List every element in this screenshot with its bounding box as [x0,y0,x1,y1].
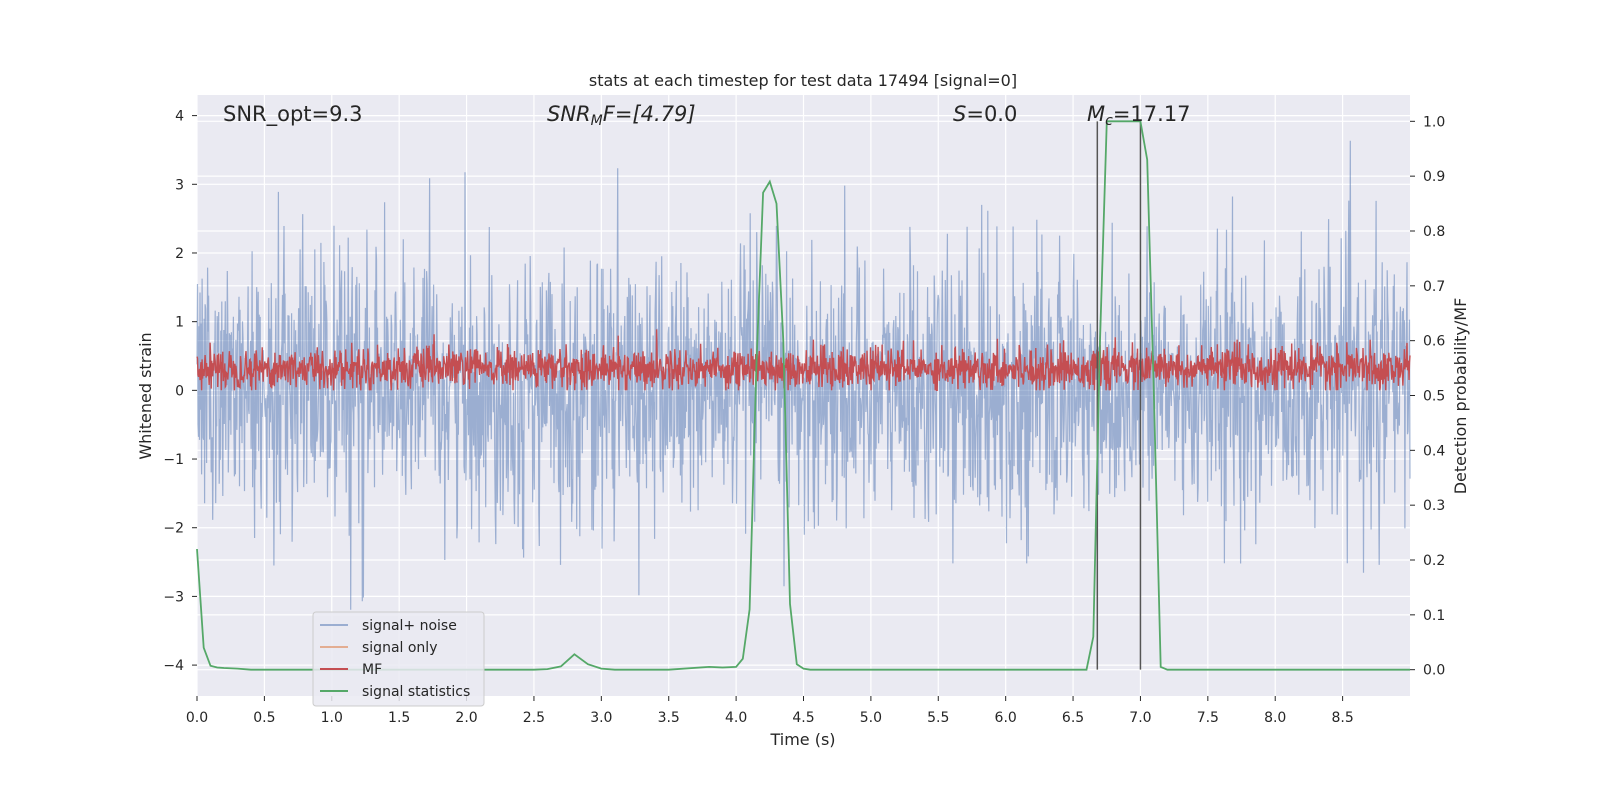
legend-label-signal-statistics: signal statistics [362,684,470,700]
y-axis-ticks: 4 3 2 1 0 −1 −2 −3 −4 [163,109,197,674]
x-tick-label: 0.0 [186,710,208,726]
y2-tick-label: 1.0 [1423,114,1445,130]
legend-label-signal-only: signal only [362,640,437,656]
annotation-snr-opt: SNR_opt=9.3 [223,102,363,127]
x-axis-ticks: 0.0 0.5 1.0 1.5 2.0 2.5 3.0 3.5 4.0 4.5 5.0 5.5 6.0 6… [186,696,1354,726]
annotation-mc-main: M [1087,102,1105,126]
y-tick-label: 3 [175,177,184,193]
x-tick-label: 2.0 [455,710,477,726]
x-tick-label: 1.0 [321,710,343,726]
marker-vertical-lines [1096,121,1142,670]
x-tick-label: 5.0 [860,710,882,726]
y-tick-label: 0 [175,383,184,399]
y2-axis-label: Detection probability/MF [1451,298,1470,495]
annotation-snr-mf-main: SNR [547,102,591,126]
legend-box [312,611,485,707]
y-tick-label: 2 [175,246,184,262]
y-tick-label: −4 [163,658,184,674]
y2-tick-label: 0.8 [1423,224,1445,240]
y-axis-label: Whitened strain [136,332,155,459]
legend-label-mf: MF [362,662,382,678]
y2-tick-label: 0.5 [1423,389,1445,405]
y-tick-label: 1 [175,315,184,331]
chart-title: stats at each timestep for test data 174… [589,71,1017,90]
annotation-mc-sub: c [1105,113,1113,129]
x-tick-label: 0.5 [253,710,275,726]
x-tick-label: 4.0 [725,710,747,726]
x-tick-label: 7.0 [1129,710,1151,726]
annotation-mc-rest: =17.17 [1113,102,1191,126]
y-tick-label: 4 [175,109,184,125]
x-tick-label: 8.5 [1331,710,1353,726]
y2-tick-label: 0.6 [1423,334,1445,350]
x-tick-label: 6.0 [995,710,1017,726]
y2-tick-label: 0.9 [1423,169,1445,185]
y2-tick-label: 0.2 [1423,553,1445,569]
x-tick-label: 4.5 [792,710,814,726]
annotation-mc: Mc=17.17 [1087,102,1191,129]
annotation-snr-mf: SNRMF=[4.79] [547,102,696,129]
x-tick-label: 3.5 [658,710,680,726]
x-axis-label: Time (s) [769,730,835,749]
y-tick-label: −1 [163,452,184,468]
annotation-s-main: S [953,102,966,126]
y-tick-label: −2 [163,521,184,537]
annotation-snr-mf-sub: M [591,113,603,129]
x-tick-label: 3.0 [590,710,612,726]
annotation-s-rest: =0.0 [966,102,1017,126]
annotation-snr-mf-rest: F=[4.79] [603,102,696,126]
y2-tick-label: 0.0 [1423,663,1445,679]
y2-axis-ticks: 1.0 0.9 0.8 0.7 0.6 0.5 0.4 0.3 0.2 0.1 0.0 [1410,114,1445,679]
series-mf [196,329,1411,391]
x-tick-label: 2.5 [523,710,545,726]
y-tick-label: −3 [163,589,184,605]
annotation-s: S=0.0 [953,102,1017,126]
x-tick-label: 7.5 [1197,710,1219,726]
x-tick-label: 6.5 [1062,710,1084,726]
y2-tick-label: 0.7 [1423,279,1445,295]
x-tick-label: 5.5 [927,710,949,726]
y2-tick-label: 0.4 [1423,443,1445,459]
legend-label-signal-noise: signal+ noise [362,618,457,634]
y2-tick-label: 0.3 [1423,498,1445,514]
mf-line [196,329,1411,391]
x-tick-label: 1.5 [388,710,410,726]
x-tick-label: 8.0 [1264,710,1286,726]
legend: signal+ noise signal only MF signal stat… [312,611,485,707]
y2-tick-label: 0.1 [1423,608,1445,624]
